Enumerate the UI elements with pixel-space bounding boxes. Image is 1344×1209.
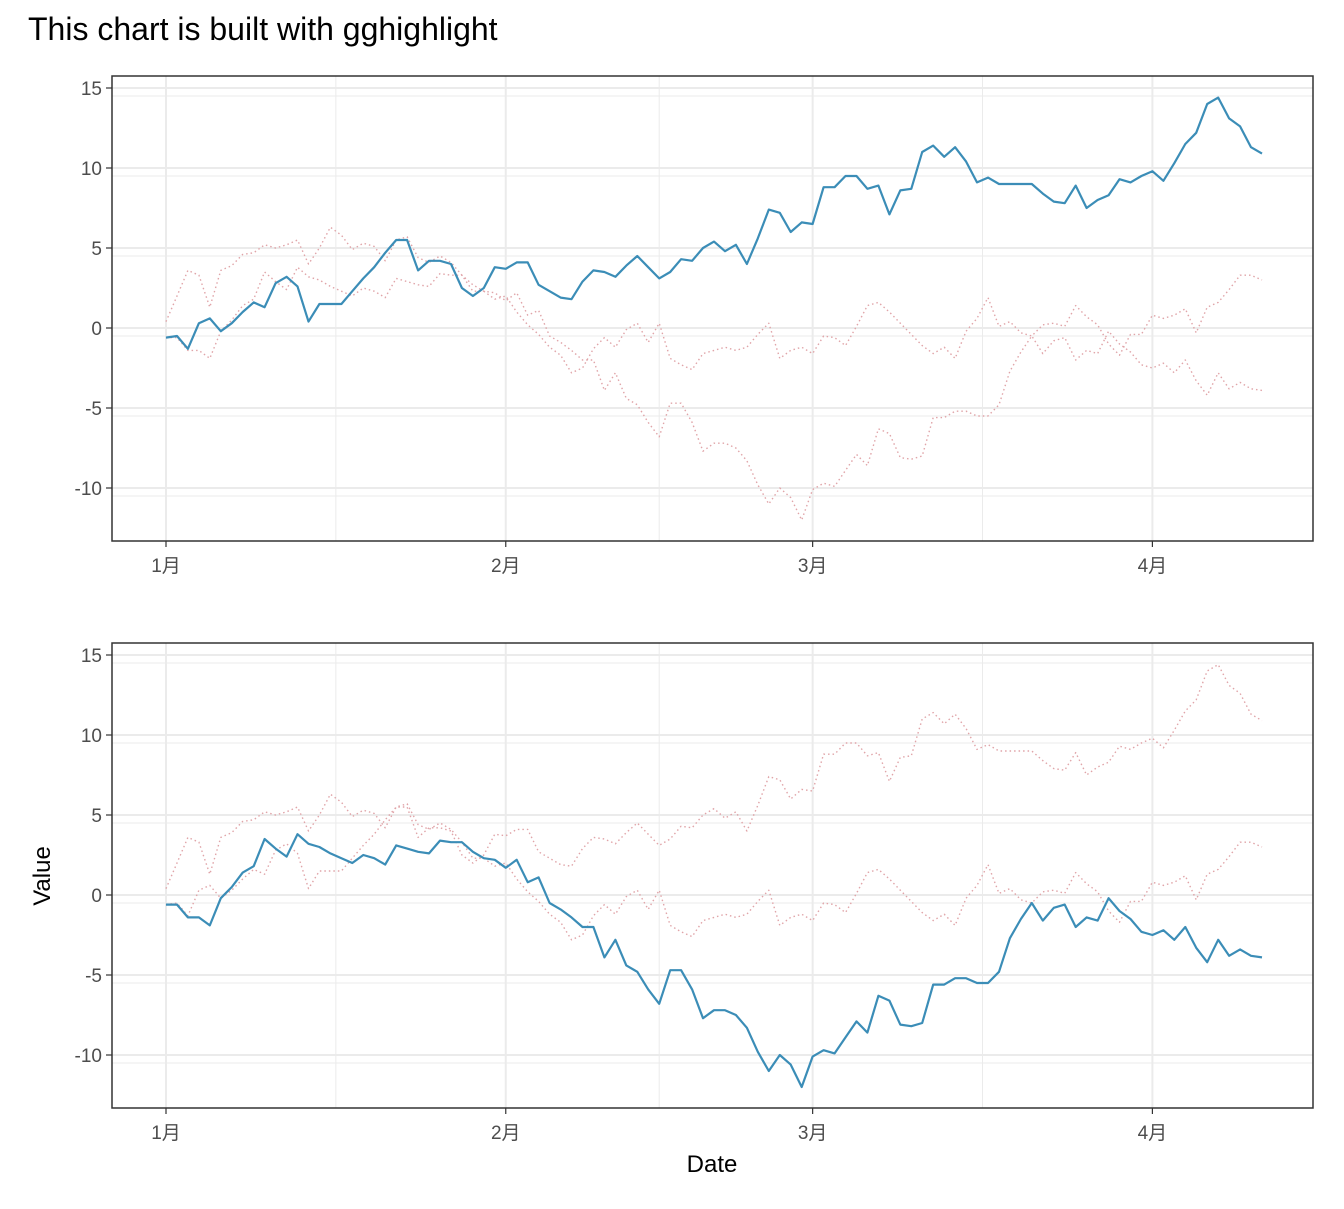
- panel-background: [112, 76, 1313, 541]
- series-line-background: [165, 793, 1263, 941]
- panel-background: [112, 643, 1313, 1108]
- y-tick-label: 10: [81, 726, 102, 747]
- y-tick-label: -5: [85, 399, 102, 420]
- y-tick-label: 10: [81, 159, 102, 180]
- y-tick-label: 5: [91, 239, 102, 260]
- series-line-background: [165, 226, 1263, 374]
- chart-title: This chart is built with gghighlight: [28, 11, 498, 47]
- y-axis-title: Value: [29, 846, 56, 906]
- y-tick-label: 15: [81, 646, 102, 667]
- series-line-background: [166, 266, 1263, 521]
- panel-border: [111, 75, 1314, 542]
- x-tick-label: 3月: [798, 1123, 828, 1144]
- x-tick-label: 4月: [1138, 1123, 1168, 1144]
- y-tick-label: -10: [75, 1046, 102, 1067]
- x-axis-title: Date: [687, 1151, 738, 1178]
- x-tick-label: 4月: [1138, 556, 1168, 577]
- y-tick-label: 15: [81, 79, 102, 100]
- x-tick-label: 1月: [151, 1123, 181, 1144]
- series-line-highlighted: [166, 833, 1263, 1089]
- y-tick-label: -5: [85, 966, 102, 987]
- x-tick-label: 2月: [491, 556, 521, 577]
- y-tick-label: 0: [91, 886, 102, 907]
- panel-1: -10 -5 0 5 10 15 1月 2月 3月 4月: [75, 75, 1314, 577]
- x-tick-label: 2月: [491, 1123, 521, 1144]
- y-tick-label: 5: [91, 806, 102, 827]
- x-tick-label: 1月: [151, 556, 181, 577]
- panel-border: [111, 642, 1314, 1109]
- panels: -10 -5 0 5 10 15 1月 2月 3月 4月 -10 -5 0 5 10 15 1月 2月 3月 4月: [75, 75, 1314, 1144]
- y-tick-label: -10: [75, 479, 102, 500]
- panel-2: -10 -5 0 5 10 15 1月 2月 3月 4月: [75, 642, 1314, 1144]
- y-tick-label: 0: [91, 319, 102, 340]
- series-line-highlighted: [165, 96, 1263, 350]
- x-tick-label: 3月: [798, 556, 828, 577]
